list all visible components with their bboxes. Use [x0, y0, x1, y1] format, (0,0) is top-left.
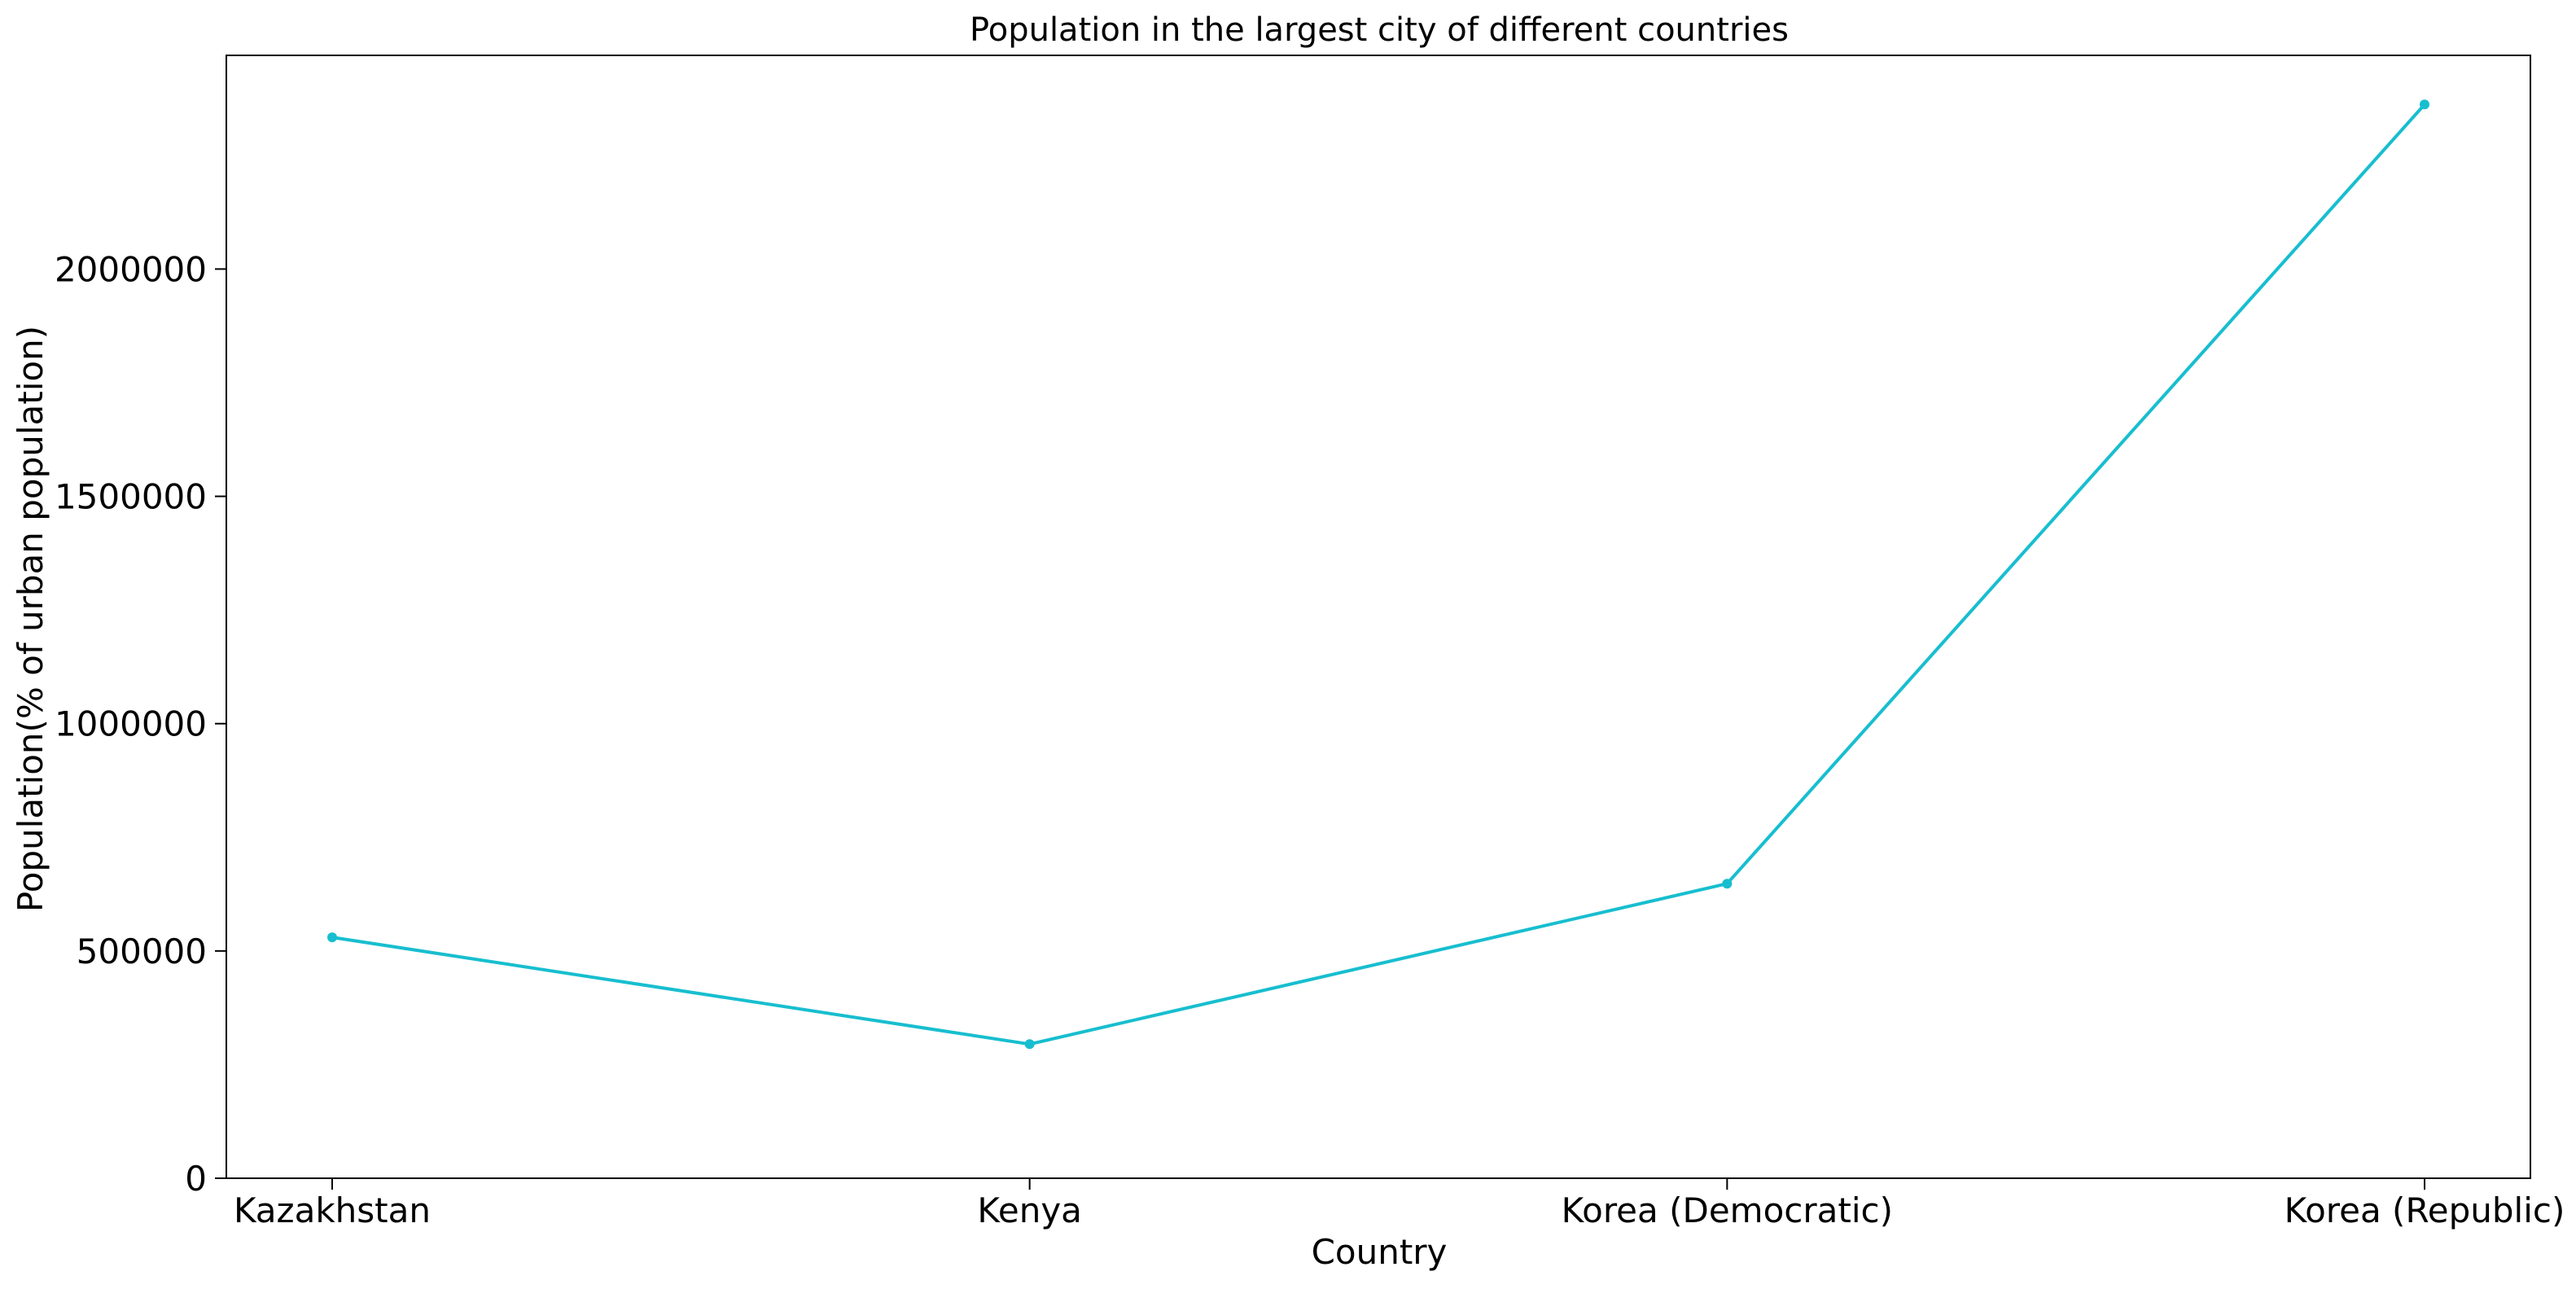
x-tick-label: Kazakhstan [234, 1190, 431, 1230]
x-axis-ticks: Kazakhstan Kenya Korea (Democratic) Korea (… [234, 1178, 2565, 1230]
chart-title: Population in the largest city of differ… [970, 11, 1789, 49]
x-axis-label: Country [1312, 1232, 1448, 1272]
data-point [327, 932, 337, 943]
y-tick-label: 1000000 [55, 704, 207, 744]
series-layer [327, 99, 2429, 1050]
y-tick-label: 2000000 [55, 249, 207, 289]
y-axis-label: Population(% of urban population) [11, 326, 50, 912]
y-tick-label: 500000 [77, 932, 207, 971]
data-point [2420, 99, 2429, 110]
x-tick-label: Korea (Democratic) [1562, 1190, 1893, 1230]
x-tick-label: Kenya [977, 1190, 1082, 1230]
y-tick-label: 0 [185, 1159, 207, 1199]
series-line [331, 103, 2426, 1046]
plot-area-frame [226, 55, 2531, 1179]
y-axis-ticks: 0 500000 1000000 1500000 2000000 [55, 249, 226, 1199]
data-point [1024, 1039, 1035, 1050]
data-point [1722, 879, 1733, 889]
y-tick-label: 1500000 [55, 477, 207, 517]
x-tick-label: Korea (Republic) [2285, 1190, 2565, 1230]
